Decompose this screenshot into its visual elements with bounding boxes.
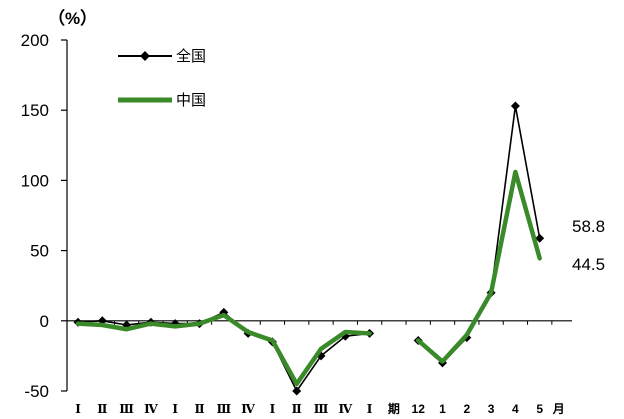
x-tick-label: 期	[388, 401, 400, 416]
series-layer	[73, 101, 545, 396]
x-tick-label: Ⅳ	[144, 402, 158, 416]
data-point-national	[510, 101, 520, 111]
x-tick-label: 3	[488, 402, 495, 416]
x-tick-label: Ⅰ	[172, 402, 178, 416]
x-tick-label: 4	[512, 402, 519, 416]
x-tick-label: Ⅰ	[367, 402, 373, 416]
x-tick-label: Ⅳ	[241, 402, 255, 416]
x-tick-label: Ⅱ	[194, 402, 204, 416]
data-point-national	[292, 386, 302, 396]
end-label-national: 58.8	[572, 217, 605, 236]
x-tick-label: 2	[463, 402, 470, 416]
end-label-chugoku: 44.5	[572, 255, 605, 274]
legend-marker-national	[140, 51, 150, 61]
x-tick-label: Ⅰ	[270, 402, 276, 416]
axes	[66, 40, 572, 391]
x-tick-label: 5	[536, 402, 543, 416]
data-point-national	[535, 233, 545, 243]
y-tick-labels: 200 150 100 50 0 -50	[21, 31, 67, 401]
x-tick-label: Ⅲ	[119, 402, 134, 416]
series-line-1	[415, 169, 542, 364]
y-unit-label: （%）	[48, 8, 97, 28]
x-tick-label: 12	[412, 402, 426, 416]
series-line-1	[75, 312, 372, 387]
x-tick-label: Ⅳ	[338, 402, 352, 416]
x-tick-label: Ⅲ	[314, 402, 329, 416]
x-tick-label: Ⅱ	[292, 402, 302, 416]
x-tick-label: Ⅲ	[216, 402, 231, 416]
x-tick-label: Ⅱ	[97, 402, 107, 416]
series-line-0	[77, 311, 371, 392]
legend: 全国 中国	[118, 47, 206, 109]
y-tick-label: 100	[21, 171, 49, 190]
x-month-suffix: 月	[552, 402, 565, 416]
y-tick-label: 150	[21, 101, 49, 120]
y-tick-label: 50	[30, 242, 49, 261]
legend-label-chugoku: 中国	[176, 91, 206, 109]
y-tick-label: 200	[21, 31, 49, 50]
x-tick-label: 1	[439, 402, 446, 416]
x-tick-label: Ⅰ	[75, 402, 81, 416]
legend-label-national: 全国	[176, 47, 206, 65]
y-tick-label: -50	[24, 382, 49, 401]
y-tick-label: 0	[40, 312, 49, 331]
x-tick-labels: Ⅰ Ⅱ Ⅲ Ⅳ Ⅰ Ⅱ Ⅲ Ⅳ Ⅰ Ⅱ Ⅲ Ⅳ Ⅰ 期 12 1 2 3 4 5 月	[75, 320, 565, 416]
